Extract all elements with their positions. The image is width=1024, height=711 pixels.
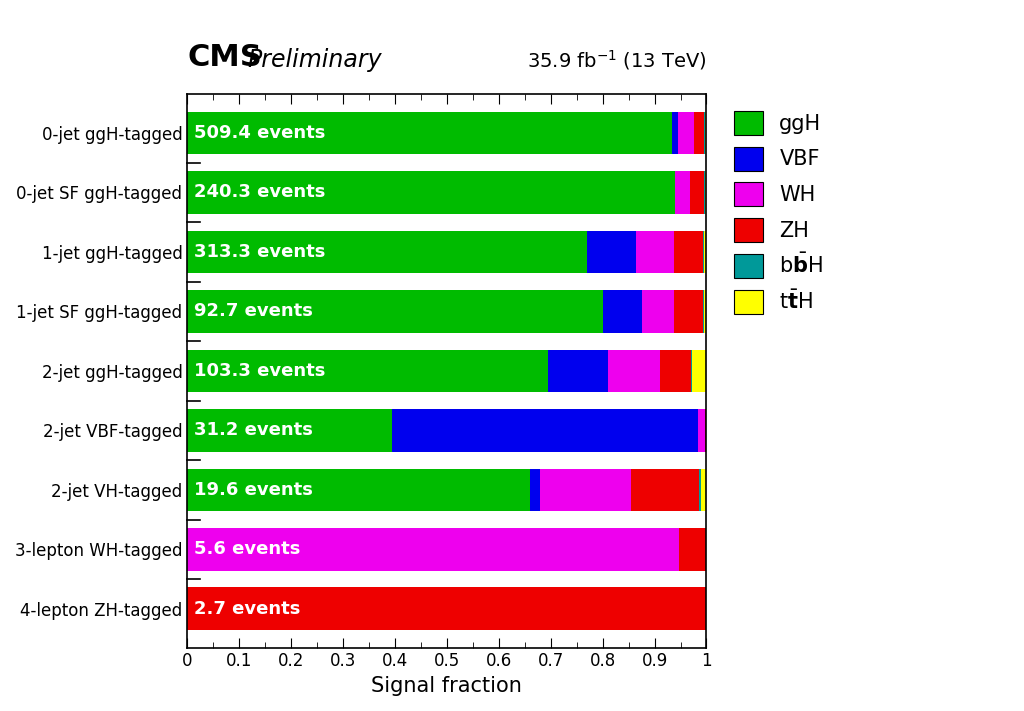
Bar (702, 290, 705, 333)
Bar (705, 230, 707, 274)
Bar (697, 409, 705, 452)
Bar (702, 230, 705, 274)
Bar (679, 112, 694, 154)
Bar (631, 469, 698, 511)
Bar (548, 350, 608, 392)
Text: Preliminary: Preliminary (247, 48, 382, 73)
Bar (706, 112, 707, 154)
Bar (187, 112, 672, 154)
Bar (705, 290, 707, 333)
Bar (659, 350, 691, 392)
Text: 5.6 events: 5.6 events (194, 540, 300, 558)
X-axis label: Signal fraction: Signal fraction (372, 676, 522, 696)
Bar (694, 112, 705, 154)
Text: 103.3 events: 103.3 events (194, 362, 325, 380)
Bar (642, 290, 674, 333)
Bar (187, 230, 587, 274)
Text: 92.7 events: 92.7 events (194, 302, 312, 321)
Bar (674, 290, 702, 333)
Bar (187, 469, 530, 511)
Text: 509.4 events: 509.4 events (194, 124, 325, 142)
Bar (679, 528, 707, 571)
Bar (705, 112, 706, 154)
Bar (672, 112, 679, 154)
Bar (187, 171, 676, 214)
Text: CMS: CMS (187, 43, 262, 73)
Bar (692, 350, 707, 392)
Bar (587, 230, 636, 274)
Bar (530, 469, 541, 511)
Legend: ggH, VBF, WH, ZH, b$\bar{\mathbf{b}}$H, t$\bar{\mathbf{t}}$H: ggH, VBF, WH, ZH, b$\bar{\mathbf{b}}$H, … (727, 105, 829, 321)
Bar (698, 469, 701, 511)
Bar (691, 350, 692, 392)
Text: 313.3 events: 313.3 events (194, 243, 325, 261)
Bar (392, 409, 697, 452)
Text: 240.3 events: 240.3 events (194, 183, 325, 201)
Bar (187, 409, 392, 452)
Bar (676, 171, 690, 214)
Bar (187, 290, 603, 333)
Bar (690, 171, 703, 214)
Text: 31.2 events: 31.2 events (194, 422, 312, 439)
Text: 2.7 events: 2.7 events (194, 600, 300, 618)
Text: 19.6 events: 19.6 events (194, 481, 312, 499)
Bar (187, 528, 679, 571)
Bar (706, 171, 707, 214)
Text: 35.9 fb$^{-1}$ (13 TeV): 35.9 fb$^{-1}$ (13 TeV) (526, 48, 707, 73)
Bar (608, 350, 659, 392)
Bar (705, 409, 706, 452)
Bar (603, 290, 642, 333)
Bar (703, 171, 706, 214)
Bar (674, 230, 702, 274)
Bar (701, 469, 707, 511)
Bar (541, 469, 631, 511)
Bar (187, 587, 707, 631)
Bar (187, 350, 548, 392)
Bar (636, 230, 674, 274)
